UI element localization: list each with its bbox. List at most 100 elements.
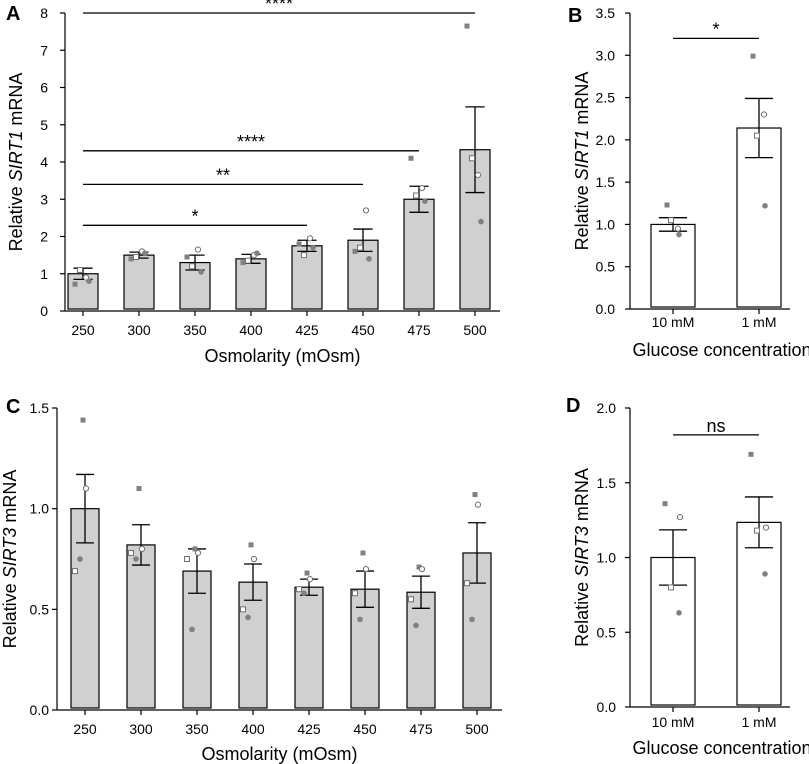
y-tick-label-b: 1.5 bbox=[596, 174, 616, 190]
data-point-a bbox=[142, 250, 148, 257]
data-point-c bbox=[250, 555, 258, 563]
data-point-a bbox=[469, 155, 475, 162]
data-point-c bbox=[240, 606, 246, 613]
x-tick-label-c: 250 bbox=[73, 721, 97, 737]
significance-label-a: * bbox=[191, 206, 198, 226]
y-tick-label-b: 3.0 bbox=[596, 47, 616, 63]
y-tick-label-d: 0.0 bbox=[597, 699, 617, 715]
data-point-c bbox=[416, 564, 422, 570]
x-tick-label-c: 500 bbox=[465, 721, 489, 737]
y-tick-label-a: 3 bbox=[40, 191, 48, 207]
x-tick-label-c: 475 bbox=[409, 721, 433, 737]
data-point-c bbox=[360, 550, 366, 556]
x-tick-label-c: 425 bbox=[297, 721, 321, 737]
x-tick-label-a: 450 bbox=[351, 322, 375, 338]
data-point-c bbox=[128, 549, 134, 556]
x-tick-label-b: 10 mM bbox=[652, 314, 695, 330]
data-point-c bbox=[82, 485, 90, 492]
data-point-b bbox=[754, 132, 760, 139]
data-point-b bbox=[668, 217, 674, 224]
data-point-a bbox=[310, 244, 316, 251]
y-tick-label-a: 2 bbox=[40, 229, 48, 245]
y-tick-label-a: 1 bbox=[40, 266, 48, 282]
significance-label-b: * bbox=[712, 19, 719, 39]
data-point-a bbox=[478, 218, 484, 225]
y-tick-label-a: 8 bbox=[40, 5, 48, 21]
y-tick-label-a: 0 bbox=[40, 303, 48, 319]
x-axis-label-c: Osmolarity (mOsm) bbox=[202, 744, 358, 764]
data-point-a bbox=[189, 263, 195, 270]
y-tick-label-d: 1.0 bbox=[597, 550, 617, 566]
y-tick-label-c: 0.5 bbox=[30, 601, 50, 617]
bar-c-425 bbox=[294, 586, 324, 709]
data-point-c bbox=[464, 580, 470, 587]
data-point-a bbox=[194, 246, 202, 253]
y-tick-label-d: 2.0 bbox=[597, 400, 617, 416]
x-tick-label-d: 1 mM bbox=[742, 714, 777, 730]
data-point-c bbox=[189, 626, 195, 633]
x-tick-label-c: 400 bbox=[241, 721, 265, 737]
panel-letter-a: A bbox=[6, 3, 20, 25]
x-axis-label-b: Glucose concentration bbox=[632, 340, 809, 360]
data-point-a bbox=[198, 269, 204, 275]
x-axis-label-a: Osmolarity (mOsm) bbox=[205, 346, 361, 366]
data-point-c bbox=[362, 565, 370, 573]
data-point-a bbox=[133, 253, 139, 260]
data-point-c bbox=[469, 616, 475, 623]
y-tick-label-b: 2.0 bbox=[596, 132, 616, 148]
data-point-d bbox=[762, 571, 768, 577]
panel-c: C 0.0 0.5 1.0 1.5 Relative SIRT3 mRNA Osmolari… bbox=[0, 396, 502, 764]
y-tick-label-b: 1.0 bbox=[596, 216, 616, 232]
data-point-a bbox=[362, 207, 370, 214]
significance-label-a: **** bbox=[237, 132, 265, 152]
data-point-c bbox=[413, 622, 419, 629]
data-point-d bbox=[762, 524, 770, 531]
y-tick-label-a: 4 bbox=[40, 154, 48, 170]
data-point-d bbox=[662, 501, 668, 507]
panel-letter-d: D bbox=[566, 395, 580, 417]
data-point-c bbox=[77, 556, 83, 562]
data-point-a bbox=[413, 192, 419, 199]
data-point-a bbox=[464, 23, 470, 29]
significance-label-d: ns bbox=[706, 416, 725, 436]
bar-d-10mM bbox=[650, 556, 696, 706]
data-point-c bbox=[418, 565, 426, 573]
bar-c-475 bbox=[406, 591, 436, 709]
x-tick-label-a: 425 bbox=[295, 322, 319, 338]
data-point-a bbox=[418, 184, 426, 192]
data-point-c bbox=[80, 417, 86, 423]
data-point-c bbox=[306, 576, 314, 583]
data-point-c bbox=[194, 549, 202, 557]
significance-label-a: ** bbox=[216, 165, 230, 185]
data-point-a bbox=[86, 278, 92, 285]
x-tick-label-b: 1 mM bbox=[742, 314, 777, 330]
y-tick-label-b: 2.5 bbox=[596, 90, 616, 106]
data-point-d bbox=[668, 584, 674, 591]
x-tick-label-a: 475 bbox=[407, 322, 431, 338]
data-point-a bbox=[82, 274, 90, 281]
data-point-b bbox=[674, 225, 682, 232]
data-point-c bbox=[357, 616, 363, 623]
data-point-a bbox=[357, 244, 363, 251]
x-tick-label-c: 450 bbox=[353, 721, 377, 737]
bar-c-300 bbox=[126, 544, 156, 709]
significance-label-a: **** bbox=[265, 0, 293, 14]
data-point-a bbox=[352, 248, 358, 254]
x-tick-label-d: 10 mM bbox=[652, 714, 695, 730]
data-point-b bbox=[760, 111, 768, 118]
data-point-c bbox=[296, 586, 302, 593]
data-point-c bbox=[304, 570, 310, 576]
y-axis-label-a: Relative SIRT1 mRNA bbox=[6, 73, 26, 252]
y-tick-label-d: 1.5 bbox=[597, 475, 617, 491]
data-point-d bbox=[676, 610, 682, 616]
data-point-b bbox=[750, 53, 756, 59]
data-point-a bbox=[474, 171, 482, 179]
y-tick-label-a: 7 bbox=[40, 42, 48, 58]
y-tick-label-c: 0.0 bbox=[30, 702, 50, 718]
x-tick-label-a: 250 bbox=[71, 322, 95, 338]
y-tick-label-c: 1.5 bbox=[30, 400, 50, 416]
bar-b-10mM bbox=[650, 223, 696, 308]
panel-d: D 0.0 0.5 1.0 1.5 2.0 Relative SIRT3 mRNA Gluco… bbox=[566, 395, 809, 758]
data-point-c bbox=[245, 614, 251, 621]
